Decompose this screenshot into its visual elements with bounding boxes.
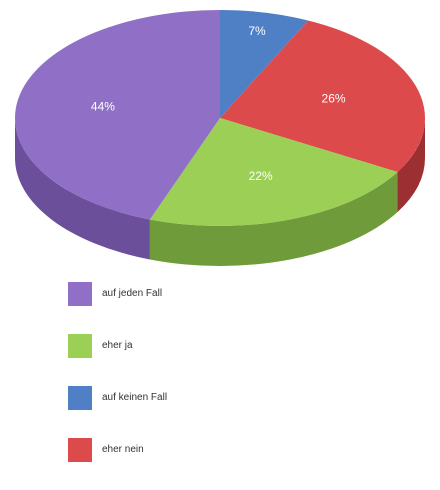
pie-label-eher-ja: 22% <box>249 169 273 183</box>
pie-label-auf-jeden-fall: 44% <box>91 99 115 113</box>
legend-item-eher-ja: eher ja <box>68 334 368 386</box>
pie-side-eher-ja <box>149 172 398 266</box>
legend-label-eher-ja: eher ja <box>102 340 133 351</box>
legend-label-eher-nein: eher nein <box>102 444 144 455</box>
pie-slice-auf-keinen-fall <box>220 10 309 118</box>
legend-item-auf-jeden-fall: auf jeden Fall <box>68 282 368 334</box>
legend-swatch-eher-nein <box>68 438 92 462</box>
pie-label-auf-keinen-fall: 7% <box>248 24 266 38</box>
legend-swatch-eher-ja <box>68 334 92 358</box>
legend-item-auf-keinen-fall: auf keinen Fall <box>68 386 368 438</box>
pie-side-auf-jeden-fall <box>14 118 150 260</box>
legend: auf jeden Fall eher ja auf keinen Fall eher… <box>68 282 368 490</box>
pie-side-wall <box>14 118 425 266</box>
pie-chart: 7% 26% 22% 44% <box>14 10 426 266</box>
pie-slice-eher-nein <box>220 20 426 173</box>
pie-value-labels: 7% 26% 22% 44% <box>91 24 346 183</box>
pie-label-eher-nein: 26% <box>322 92 346 106</box>
legend-swatch-auf-keinen-fall <box>68 386 92 410</box>
pie-slice-eher-ja <box>149 118 398 226</box>
pie-top-face <box>14 10 426 226</box>
legend-item-eher-nein: eher nein <box>68 438 368 490</box>
legend-label-auf-jeden-fall: auf jeden Fall <box>102 288 163 299</box>
legend-label-auf-keinen-fall: auf keinen Fall <box>102 392 168 403</box>
pie-slice-auf-jeden-fall <box>14 10 220 220</box>
pie-side-eher-nein <box>397 118 425 212</box>
legend-swatch-auf-jeden-fall <box>68 282 92 306</box>
